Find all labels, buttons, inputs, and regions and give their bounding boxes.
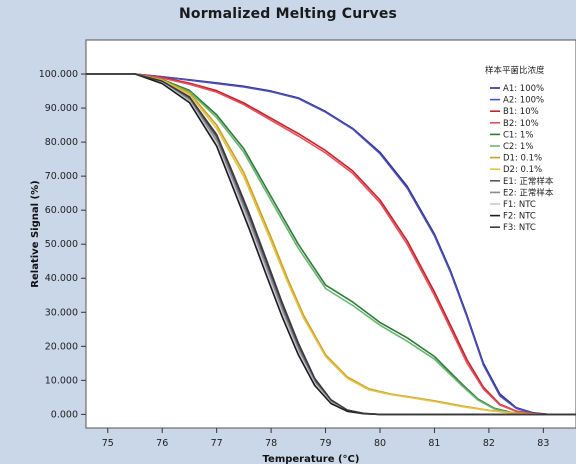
- y-tick-label: 80.000: [45, 137, 78, 148]
- x-tick-label: 77: [211, 438, 223, 449]
- series-line: [86, 73, 576, 416]
- legend-title: 样本平菌比浓度: [485, 65, 545, 76]
- x-tick-label: 80: [374, 438, 386, 449]
- legend-entry: D2: 0.1%: [503, 165, 542, 175]
- series-line: [86, 73, 576, 416]
- legend-entry: A1: 100%: [503, 84, 544, 94]
- legend-entry: F2: NTC: [503, 212, 536, 222]
- y-tick-label: 20.000: [45, 341, 78, 352]
- y-tick-label: 30.000: [45, 307, 78, 318]
- chart-title: Normalized Melting Curves: [178, 6, 398, 22]
- y-tick-label: 40.000: [45, 273, 78, 284]
- x-tick-label: 76: [156, 438, 168, 449]
- legend-entry: B2: 10%: [503, 119, 539, 129]
- y-tick-label: 100.000: [39, 69, 78, 80]
- plot-area: [85, 39, 576, 429]
- legend-entry: D1: 0.1%: [503, 154, 542, 164]
- x-tick-label: 82: [483, 438, 495, 449]
- legend-entry: C2: 1%: [503, 142, 533, 152]
- series-group: [86, 73, 576, 416]
- y-tick-label: 10.000: [45, 375, 78, 386]
- y-tick-label: 50.000: [45, 239, 78, 250]
- x-tick-label: 79: [320, 438, 332, 449]
- series-line: [86, 73, 576, 416]
- series-line: [86, 73, 576, 416]
- legend-entry: F3: NTC: [503, 223, 536, 233]
- y-tick-label: 70.000: [45, 171, 78, 182]
- y-tick-label: 90.000: [45, 103, 78, 114]
- x-tick-label: 83: [537, 438, 549, 449]
- x-tick-label: 78: [265, 438, 277, 449]
- y-axis-label: Relative Signal (%): [30, 180, 41, 287]
- x-tick-label: 75: [102, 438, 114, 449]
- legend-entry: F1: NTC: [503, 200, 536, 210]
- x-tick-label: 81: [428, 438, 440, 449]
- legend-entry: B1: 10%: [503, 107, 539, 117]
- legend-entry: A2: 100%: [503, 96, 544, 106]
- legend-entry: C1: 1%: [503, 130, 533, 140]
- y-tick-label: 0.000: [51, 409, 78, 420]
- legend-entry: E2: 正常样本: [503, 187, 554, 198]
- y-tick-label: 60.000: [45, 205, 78, 216]
- x-axis-label: Temperature (°C): [263, 454, 360, 464]
- legend-entry: E1: 正常样本: [503, 176, 554, 187]
